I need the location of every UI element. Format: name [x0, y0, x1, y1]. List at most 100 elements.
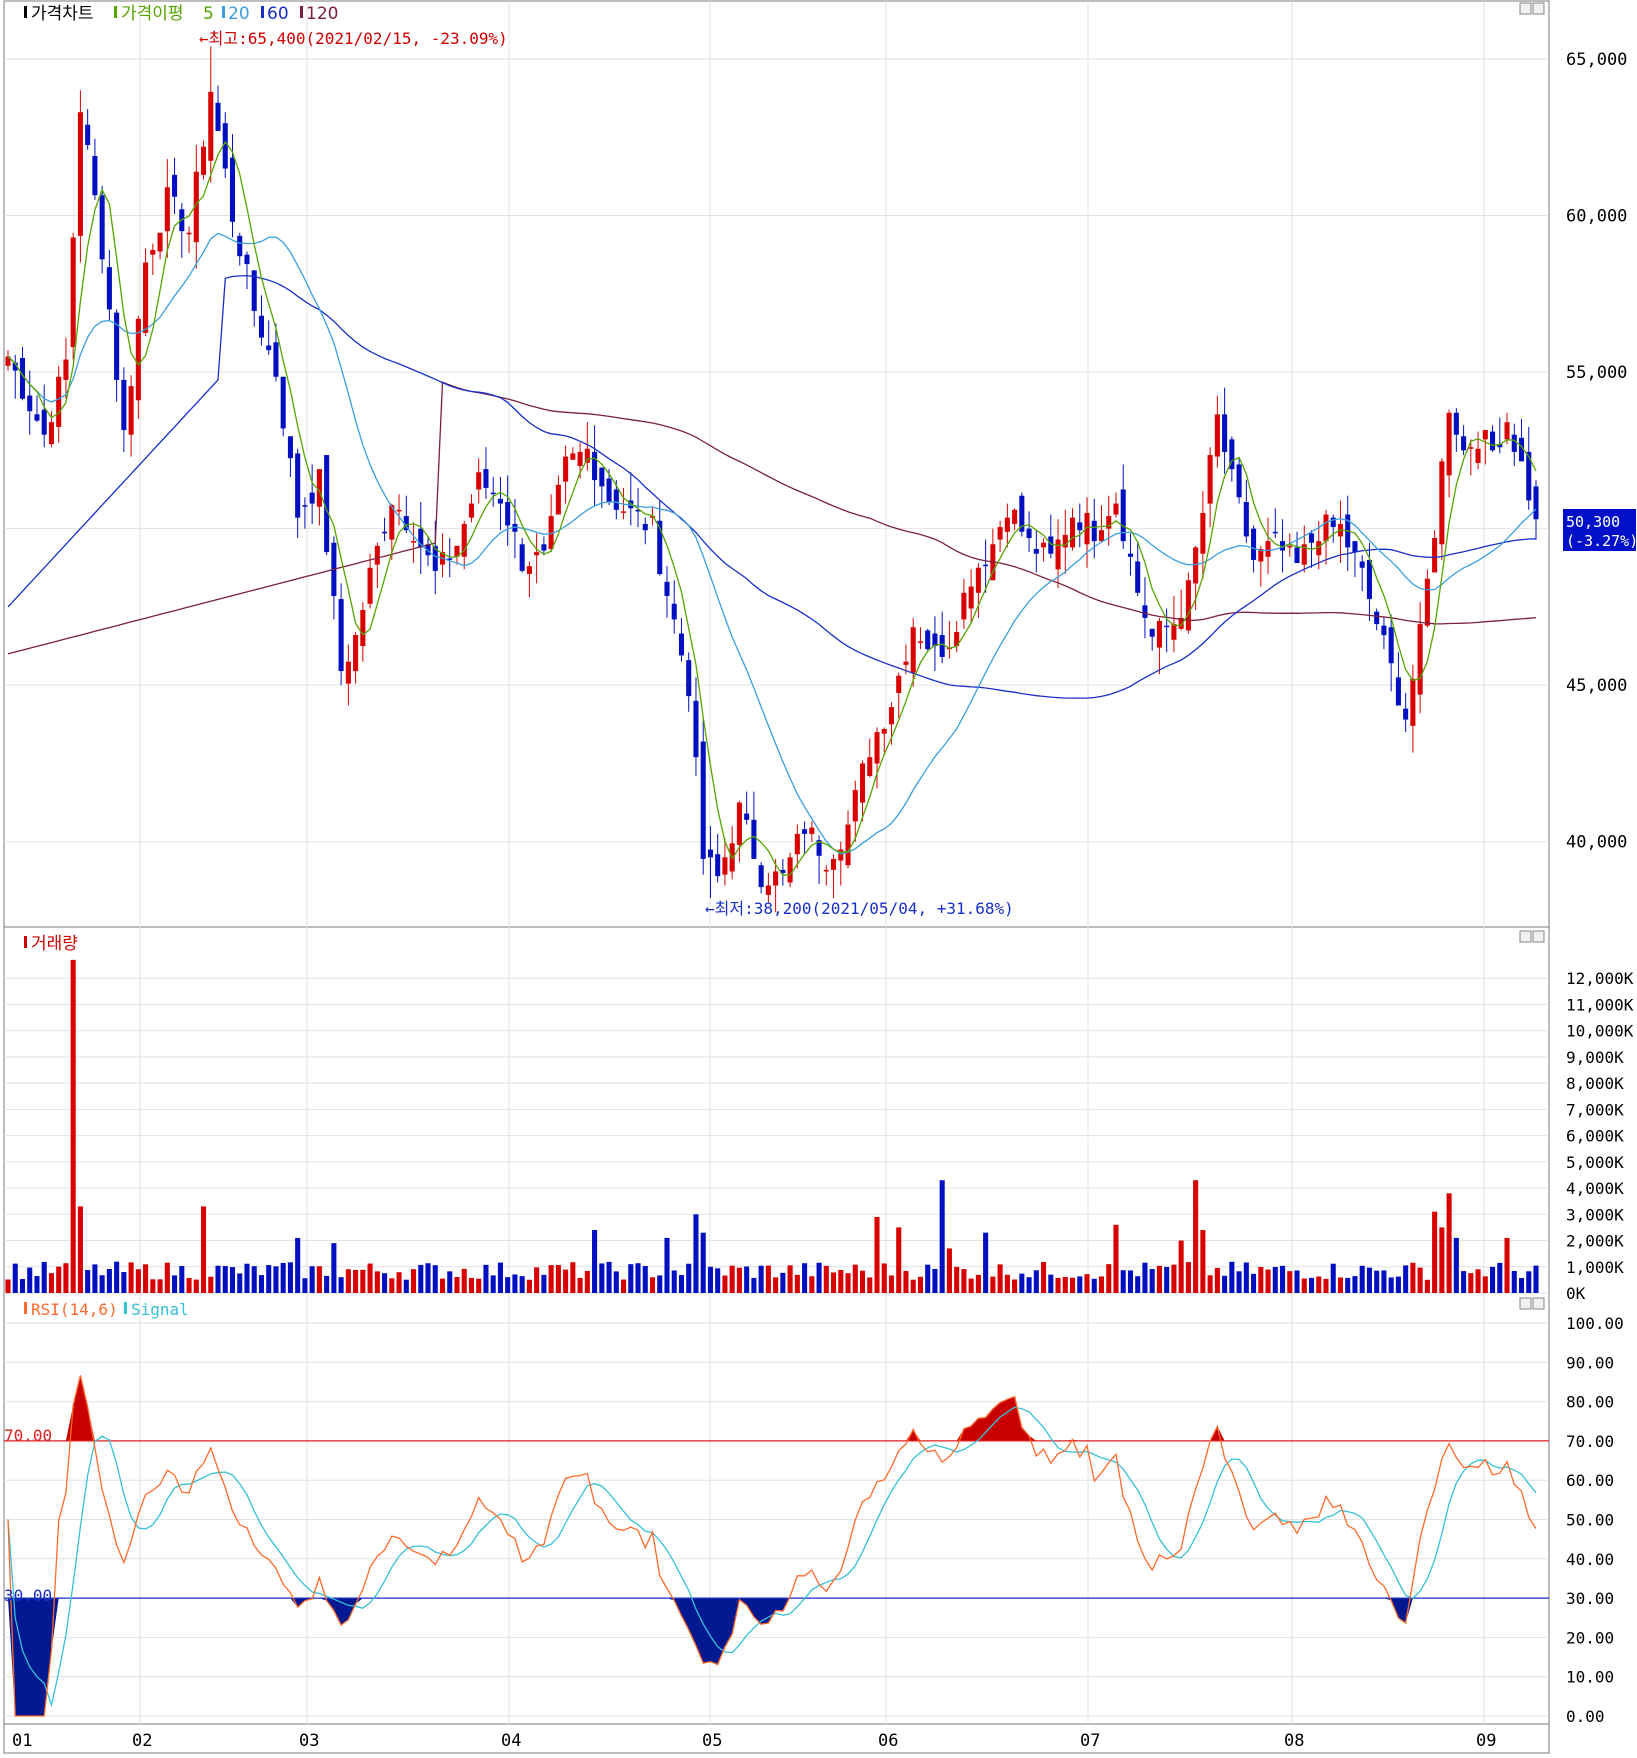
candle-body: [1453, 412, 1459, 435]
volume-bar: [1069, 1277, 1076, 1293]
legend-marker: [24, 6, 27, 18]
candle-body: [12, 362, 18, 371]
volume-bar: [360, 1269, 366, 1293]
volume-bar: [1019, 1273, 1025, 1293]
x-tick-label: 01: [12, 1731, 32, 1751]
volume-tick-label: 4,000K: [1566, 1179, 1624, 1198]
volume-bar: [324, 1275, 330, 1293]
volume-bar: [896, 1227, 902, 1293]
volume-tick-label: 2,000K: [1566, 1232, 1624, 1251]
candle-body: [823, 869, 829, 872]
volume-bar: [1135, 1276, 1141, 1293]
candle-body: [1113, 503, 1119, 515]
rsi-panel: [4, 1375, 1549, 1717]
volume-bar: [1453, 1237, 1459, 1293]
volume-bar: [983, 1232, 989, 1293]
candle-body: [751, 819, 757, 859]
volume-bar: [41, 1261, 47, 1293]
volume-bar: [483, 1264, 489, 1293]
volume-bar: [1403, 1265, 1409, 1293]
volume-bar: [1424, 1279, 1430, 1293]
volume-bar: [1352, 1276, 1358, 1293]
volume-bar: [99, 1275, 105, 1293]
candle-body: [215, 102, 221, 131]
volume-bar: [1127, 1270, 1133, 1293]
volume-bar: [1374, 1270, 1380, 1293]
candle-body: [1120, 489, 1126, 542]
candle-body: [693, 700, 699, 758]
volume-bar: [1533, 1265, 1539, 1293]
close-button[interactable]: [1532, 930, 1545, 943]
candle-body: [172, 174, 178, 197]
signal-line: [7, 1406, 1537, 1708]
volume-bar: [874, 1216, 880, 1293]
volume-bar: [809, 1276, 815, 1293]
volume-bar: [229, 1267, 236, 1293]
current-price-tag: 50,300 (-3.27%): [1563, 509, 1637, 551]
volume-bar: [990, 1276, 996, 1293]
candle-body: [1359, 561, 1365, 568]
volume-bar: [309, 1266, 315, 1293]
candle-body: [1069, 517, 1076, 548]
ma-legend-marker: [114, 6, 117, 18]
volume-bar: [1084, 1274, 1090, 1293]
candle-body: [1004, 517, 1010, 532]
candle-body: [200, 146, 207, 175]
volume-bar: [729, 1265, 735, 1293]
candle-body: [1142, 605, 1148, 618]
rsi-legend: RSI(14,6) Signal: [24, 1300, 189, 1319]
volume-bar: [1091, 1278, 1097, 1293]
candle-body: [396, 509, 402, 512]
candle-body: [1518, 437, 1525, 462]
rsi-level-30-label: 30.00: [4, 1586, 52, 1605]
volume-bar: [1490, 1266, 1496, 1293]
candle-body: [671, 603, 677, 620]
candle-body: [1461, 436, 1467, 451]
candle-body: [1214, 414, 1220, 457]
candle-body: [461, 523, 467, 557]
candle-body: [19, 357, 26, 399]
minimize-button[interactable]: [1519, 1297, 1532, 1310]
candle-body: [1526, 451, 1532, 501]
candle-body: [1127, 553, 1133, 557]
volume-bar: [707, 1266, 713, 1293]
minimize-button[interactable]: [1519, 930, 1532, 943]
candle-body: [1164, 625, 1170, 628]
candle-body: [715, 854, 721, 877]
candle-body: [816, 840, 822, 856]
volume-bar: [237, 1273, 243, 1293]
candle-body: [1048, 536, 1054, 554]
volume-bar: [1222, 1275, 1228, 1293]
volume-bar: [671, 1270, 677, 1293]
minimize-button[interactable]: [1519, 2, 1532, 15]
candle-body: [1149, 628, 1155, 637]
ma120-line: [7, 381, 1537, 655]
volume-bar: [541, 1274, 547, 1293]
volume-bar: [592, 1230, 598, 1293]
x-tick-label: 09: [1476, 1731, 1496, 1751]
candle-body: [780, 869, 786, 874]
ma60-legend-marker: [261, 6, 264, 18]
x-tick-label: 02: [132, 1731, 152, 1751]
volume-bar: [505, 1277, 511, 1293]
max-price-annotation: ←최고:65,400(2021/02/15, -23.09%): [199, 29, 508, 48]
candle-body: [541, 544, 547, 551]
candle-body: [99, 195, 105, 260]
candle-body: [787, 857, 793, 883]
volume-bar: [903, 1271, 909, 1293]
candle-body: [1185, 580, 1191, 631]
candle-body: [505, 502, 511, 526]
volume-bar: [27, 1267, 33, 1293]
volume-bar: [353, 1270, 359, 1293]
candle-body: [570, 453, 576, 460]
candle-body: [1381, 625, 1387, 636]
close-button[interactable]: [1532, 1297, 1545, 1310]
candle-body: [903, 661, 909, 665]
candle-body: [867, 757, 873, 776]
candle-body: [5, 356, 11, 366]
candle-body: [664, 581, 670, 596]
candle-body: [295, 453, 301, 518]
volume-bar: [1041, 1262, 1047, 1293]
close-button[interactable]: [1532, 2, 1545, 15]
candle-body: [961, 592, 967, 620]
